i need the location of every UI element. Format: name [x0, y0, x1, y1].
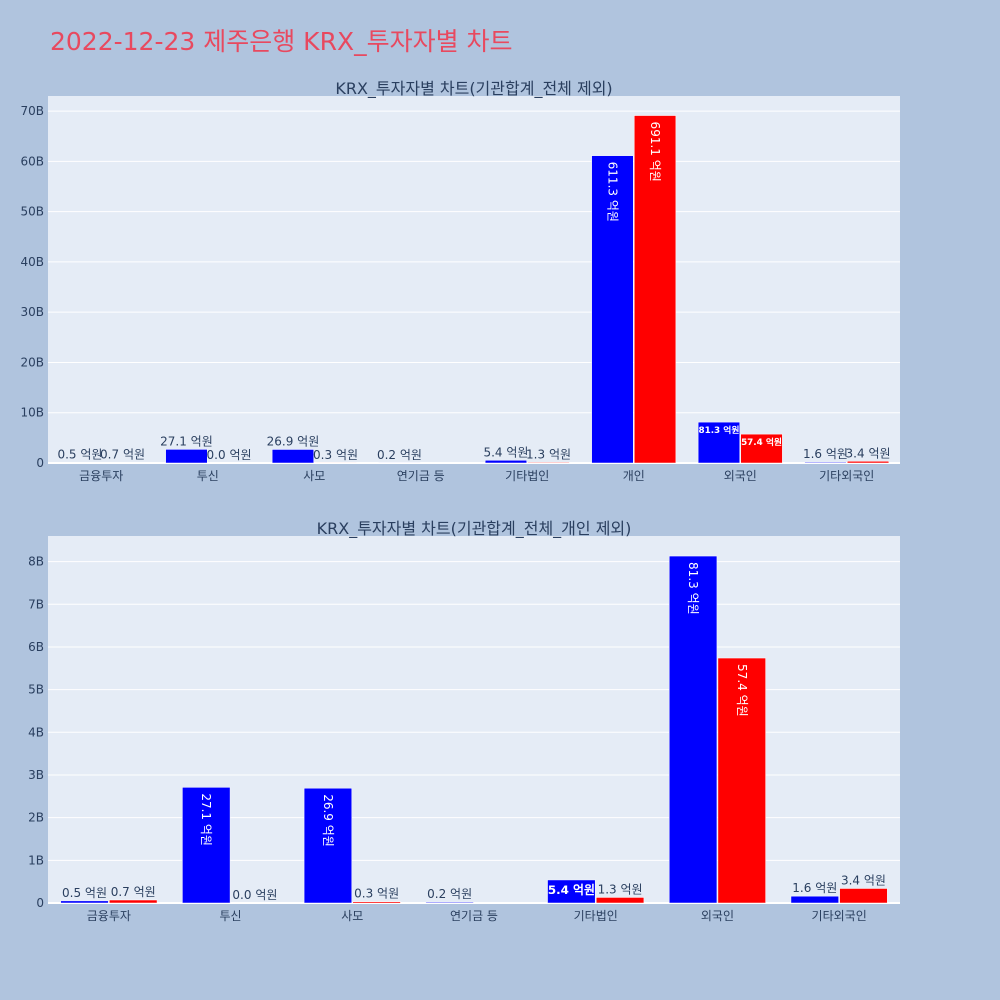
data-label: 27.1 억원: [160, 434, 213, 448]
data-label: 0.7 억원: [100, 448, 145, 462]
y-tick-label: 60B: [20, 154, 44, 168]
bar: [527, 462, 570, 464]
page-title: 2022-12-23 제주은행 KRX_투자자별 차트: [50, 27, 513, 56]
y-tick-label: 0: [36, 896, 44, 910]
y-tick-label: 7B: [28, 597, 44, 611]
x-tick-label: 금융투자: [79, 469, 123, 483]
data-label: 3.4 억원: [841, 873, 886, 887]
y-tick-label: 20B: [20, 355, 44, 369]
bar: [60, 900, 109, 904]
x-tick-label: 기타법인: [505, 469, 549, 483]
x-tick-label: 개인: [623, 469, 645, 483]
data-label: 1.6 억원: [792, 881, 837, 895]
data-label: 57.4 억원: [735, 664, 749, 717]
x-tick-label: 외국인: [701, 909, 734, 923]
y-tick-label: 4B: [28, 725, 44, 739]
y-tick-label: 3B: [28, 768, 44, 782]
data-label: 0.2 억원: [427, 887, 472, 901]
y-tick-label: 30B: [20, 305, 44, 319]
plot-area: [48, 536, 900, 903]
bar: [804, 461, 847, 464]
x-tick-label: 사모: [341, 909, 363, 923]
bar: [717, 657, 766, 904]
plot-area: [48, 96, 900, 463]
bar: [740, 433, 783, 464]
data-label: 5.4 억원: [483, 445, 528, 459]
bar: [790, 895, 839, 904]
y-tick-label: 10B: [20, 406, 44, 420]
data-label: 0.5 억원: [57, 448, 102, 462]
x-tick-label: 기타외국인: [819, 469, 874, 483]
y-tick-label: 40B: [20, 255, 44, 269]
y-tick-label: 8B: [28, 555, 44, 569]
bar: [484, 460, 527, 464]
chart-bottom: KRX_투자자별 차트(기관합계_전체_개인 제외) 0 1B 2B 3B 4B 5B 6B 7…: [28, 519, 900, 923]
x-tick-label: 투신: [197, 469, 219, 483]
data-label: 3.4 억원: [846, 446, 891, 460]
bar: [847, 461, 890, 464]
data-label: 0.5 억원: [62, 886, 107, 900]
data-label: 1.3 억원: [598, 882, 643, 896]
bar: [697, 421, 741, 464]
data-label: 26.9 억원: [267, 434, 320, 448]
chart-title: KRX_투자자별 차트(기관합계_전체_개인 제외): [317, 519, 632, 539]
x-tick-label: 기타법인: [574, 909, 618, 923]
bar: [591, 155, 634, 464]
x-tick-label: 외국인: [724, 469, 757, 483]
y-tick-label: 5B: [28, 683, 44, 697]
bar: [668, 555, 718, 904]
x-tick-label: 연기금 등: [397, 469, 445, 483]
bar: [352, 901, 401, 904]
data-label: 611.3 억원: [605, 162, 619, 222]
bar: [839, 888, 888, 904]
y-tick-label: 1B: [28, 853, 44, 867]
bar: [425, 901, 474, 904]
y-tick-label: 70B: [20, 104, 44, 118]
y-tick-label: 50B: [20, 205, 44, 219]
data-label: 27.1 억원: [199, 793, 213, 846]
data-label: 81.3 억원: [698, 424, 739, 436]
x-tick-label: 투신: [220, 909, 242, 923]
data-label: 5.4 억원: [548, 883, 595, 897]
data-label: 26.9 억원: [321, 794, 335, 847]
x-tick-label: 금융투자: [87, 909, 131, 923]
data-label: 81.3 억원: [686, 562, 700, 615]
bar: [634, 115, 677, 464]
bar: [271, 449, 314, 464]
data-label: 1.3 억원: [526, 447, 571, 461]
y-tick-label: 2B: [28, 811, 44, 825]
data-label: 0.3 억원: [313, 448, 358, 462]
y-tick-label: 6B: [28, 640, 44, 654]
data-label: 0.0 억원: [232, 888, 277, 902]
bar: [182, 787, 231, 904]
bar: [109, 899, 158, 904]
bar: [303, 787, 353, 904]
y-tick-label: 0: [36, 456, 44, 470]
data-label: 57.4 억원: [741, 436, 782, 448]
data-label: 0.3 억원: [354, 887, 399, 901]
data-label: 0.7 억원: [111, 885, 156, 899]
data-label: 0.2 억원: [377, 448, 422, 462]
data-label: 691.1 억원: [648, 122, 662, 182]
bar: [595, 897, 645, 904]
chart-top: KRX_투자자별 차트(기관합계_전체 제외) 0 10B 20B 30B 40B 50B 6…: [20, 79, 900, 483]
x-tick-label: 연기금 등: [450, 909, 498, 923]
x-tick-label: 기타외국인: [812, 909, 867, 923]
bar: [165, 449, 208, 464]
bar: [547, 879, 596, 904]
chart-title: KRX_투자자별 차트(기관합계_전체 제외): [335, 79, 612, 99]
x-tick-label: 사모: [303, 469, 325, 483]
data-label: 0.0 억원: [207, 448, 252, 462]
data-label: 1.6 억원: [803, 447, 848, 461]
